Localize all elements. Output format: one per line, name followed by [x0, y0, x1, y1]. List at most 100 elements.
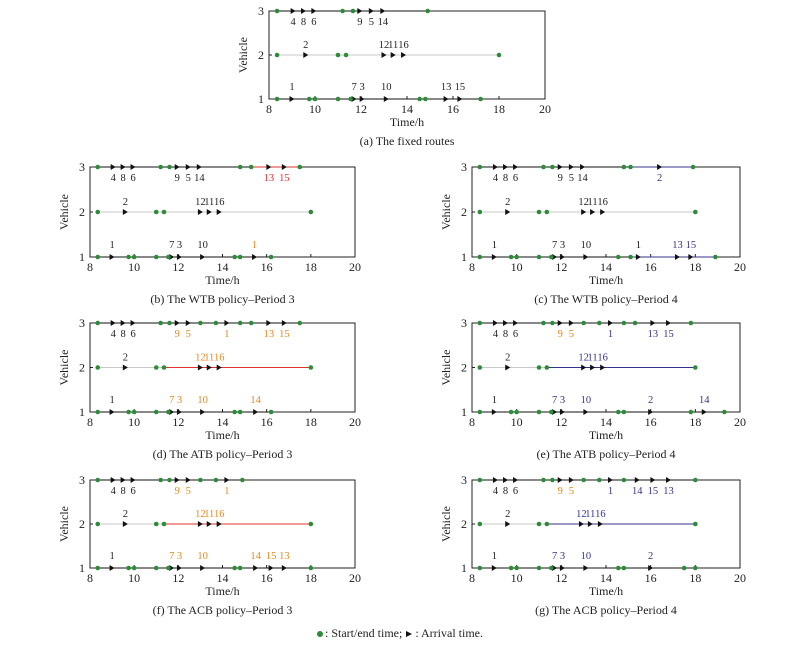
customer-label: 12: [195, 353, 206, 364]
x-tick-label: 10: [128, 260, 140, 274]
arrival-marker: [590, 209, 596, 215]
start-end-marker: [477, 521, 483, 527]
arrival-marker: [583, 409, 589, 415]
customer-label: 16: [597, 353, 608, 364]
customer-label: 4: [111, 486, 117, 497]
start-end-marker: [166, 565, 171, 571]
customer-label: 2: [657, 173, 662, 184]
arrival-marker: [552, 565, 558, 571]
start-end-marker: [423, 96, 428, 102]
x-tick-label: 16: [261, 260, 273, 274]
x-tick-label: 18: [689, 571, 701, 585]
start-end-marker: [213, 477, 219, 483]
customer-label: 7: [169, 551, 174, 562]
start-end-marker: [548, 565, 554, 571]
x-tick-label: 20: [734, 260, 746, 274]
x-tick-label: 12: [555, 415, 567, 429]
start-end-marker: [306, 96, 312, 102]
start-end-marker: [166, 254, 171, 260]
arrival-marker: [216, 209, 222, 215]
start-end-marker: [508, 254, 514, 260]
arrival-marker: [557, 477, 563, 483]
customer-label: 10: [581, 395, 592, 406]
customer-label: 15: [648, 486, 659, 497]
start-end-marker: [308, 565, 314, 571]
x-tick-label: 16: [645, 571, 657, 585]
customer-label: 1: [608, 486, 613, 497]
arrival-marker: [252, 254, 258, 260]
arrival-marker: [110, 320, 116, 326]
y-tick-label: 3: [461, 160, 467, 174]
arrival-marker: [120, 477, 126, 483]
customer-label: 10: [581, 240, 592, 251]
panel-caption: (e) The ATB policy–Period 4: [536, 447, 675, 461]
arrival-marker: [200, 254, 206, 260]
start-end-marker: [621, 477, 627, 483]
arrival-marker: [581, 209, 587, 215]
customer-label: 15: [279, 173, 290, 184]
customer-label: 1: [608, 329, 613, 340]
y-tick-label: 2: [79, 517, 85, 531]
start-end-marker: [268, 254, 274, 260]
panel-caption: (b) The WTB policy–Period 3: [150, 292, 294, 306]
arrival-marker: [224, 477, 230, 483]
x-tick-label: 10: [511, 415, 523, 429]
start-end-marker: [232, 254, 237, 260]
customer-label: 10: [197, 551, 208, 562]
x-tick-label: 18: [305, 415, 317, 429]
customer-label: 9: [175, 486, 180, 497]
start-end-marker: [237, 565, 243, 571]
arrival-marker: [648, 409, 654, 415]
start-end-marker: [478, 96, 483, 102]
arrival-marker: [130, 477, 136, 483]
y-tick-label: 1: [258, 92, 264, 106]
y-tick-label: 2: [79, 361, 85, 375]
customer-label: 1: [109, 551, 114, 562]
customer-label: 2: [505, 197, 510, 208]
arrival-marker: [130, 164, 136, 170]
customer-label: 16: [597, 197, 608, 208]
y-tick-label: 1: [461, 561, 467, 575]
customer-label: 2: [123, 197, 128, 208]
y-tick-label: 3: [461, 316, 467, 330]
arrival-marker: [457, 96, 463, 102]
customer-label: 1: [289, 82, 294, 93]
x-tick-label: 10: [511, 571, 523, 585]
y-tick-label: 2: [461, 205, 467, 219]
arrival-marker: [301, 8, 306, 14]
arrival-marker: [130, 320, 136, 326]
arrival-marker: [197, 209, 203, 215]
customer-label: 6: [311, 17, 316, 28]
arrival-marker: [600, 209, 606, 215]
arrival-marker: [289, 96, 295, 102]
customer-label: 12: [195, 197, 206, 208]
arrival-marker: [492, 320, 498, 326]
start-end-marker: [477, 565, 483, 571]
customer-label: 8: [503, 486, 508, 497]
x-tick-label: 12: [555, 260, 567, 274]
start-end-marker: [693, 521, 698, 527]
start-end-marker: [514, 409, 519, 415]
x-tick-label: 18: [689, 415, 701, 429]
arrival-marker: [122, 364, 128, 371]
arrival-marker: [559, 565, 565, 571]
customer-label: 5: [186, 173, 191, 184]
arrival-marker: [216, 364, 222, 371]
panel-caption: (g) The ACB policy–Period 4: [535, 603, 677, 617]
arrival-marker: [268, 565, 274, 571]
x-tick-label: 14: [600, 571, 612, 585]
start-end-marker: [153, 409, 159, 415]
arrival-marker: [311, 8, 317, 14]
start-end-marker: [131, 565, 137, 571]
start-end-marker: [308, 209, 314, 215]
customer-label: 11: [388, 40, 398, 51]
arrival-marker: [109, 254, 115, 260]
arrival-marker: [607, 477, 613, 483]
arrival-marker: [580, 164, 586, 170]
start-end-marker: [198, 477, 203, 483]
customer-label: 1: [492, 240, 497, 251]
start-end-marker: [722, 409, 727, 415]
y-axis-label: Vehicle: [57, 506, 71, 542]
arrival-marker: [552, 409, 558, 415]
x-axis-label: Time/h: [589, 273, 623, 287]
